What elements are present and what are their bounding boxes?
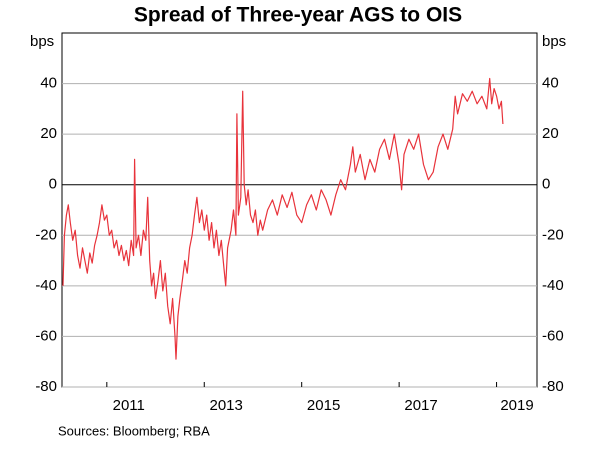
plot-frame [61,32,538,388]
y-axis-label: bps [30,33,54,50]
x-tick-label: 2017 [404,397,437,414]
y-tick-label: -60 [35,327,57,344]
y2-tick-label: -80 [542,378,564,395]
chart-title: Spread of Three-year AGS to OIS [134,4,462,27]
y2-tick-label: -60 [542,327,564,344]
x-tick-label: 2015 [307,397,340,414]
series-line [62,77,504,360]
y-tick-label: 0 [49,176,57,193]
source-note: Sources: Bloomberg; RBA [58,423,210,438]
x-tick-label: 2011 [113,397,145,414]
y2-tick-label: 0 [542,176,550,193]
x-tick-label: 2019 [500,397,533,414]
y2-tick-label: 40 [542,75,559,92]
y-tick-label: 20 [40,125,57,142]
y2-tick-label: -20 [542,226,564,243]
y-tick-label: -20 [35,226,57,243]
y-tick-label: -80 [35,378,57,395]
y-tick-label: 40 [40,75,57,92]
y2-tick-label: 20 [542,125,559,142]
y2-tick-label: -40 [542,277,564,294]
x-tick-label: 2013 [209,397,242,414]
y2-axis-label: bps [542,33,566,50]
y-tick-label: -40 [35,277,57,294]
